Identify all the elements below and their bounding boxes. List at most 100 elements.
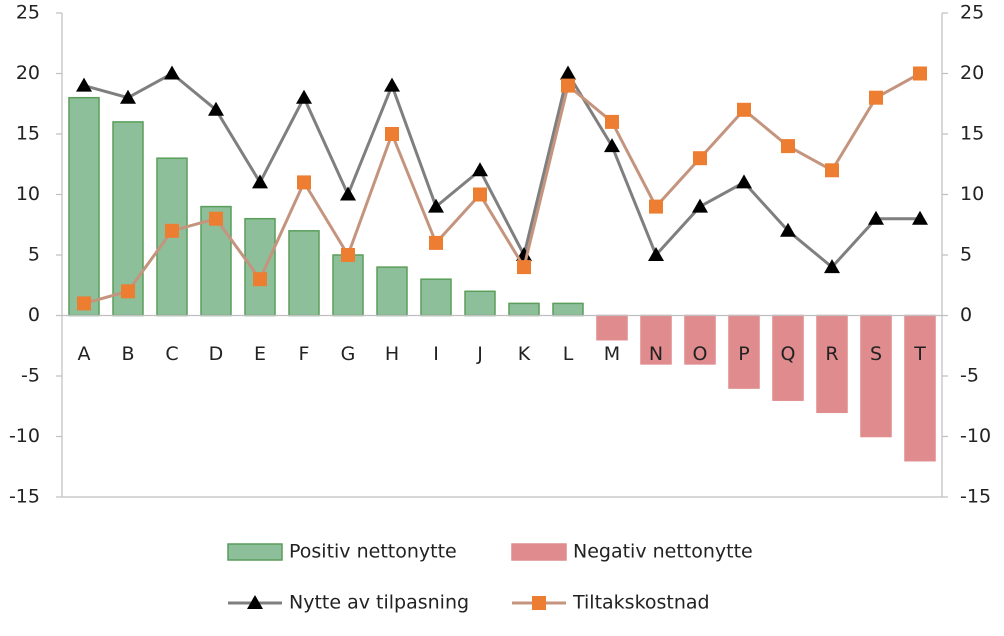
marker [736,174,752,189]
marker [561,78,575,93]
bar [508,302,540,317]
marker [120,89,136,104]
marker [868,210,884,225]
marker [737,102,751,117]
bar [464,290,496,317]
marker [253,272,267,287]
legend-label: Nytte av tilpasning [289,592,469,614]
marker [913,66,927,81]
x-tick-label: H [385,343,399,365]
y-tick-label: -5 [21,365,40,387]
marker [76,77,92,92]
marker [648,247,664,261]
marker [121,284,135,299]
y2-tick-label: 20 [960,62,984,84]
marker [340,186,356,201]
marker [649,199,663,214]
y2-tick-label: 25 [960,2,984,24]
y2-tick-label: 0 [960,304,972,326]
bar [376,266,408,317]
legend-label: Negativ nettonytte [573,541,753,563]
x-tick-label: J [476,343,483,365]
bar [112,121,144,317]
marker [869,90,883,105]
legend-label: Tiltakskostnad [572,592,710,614]
bar [288,230,320,317]
bar [68,96,100,317]
y-tick-label: 5 [28,244,40,266]
y-tick-label: 10 [16,183,40,205]
legend-marker [247,595,263,609]
marker [473,187,487,202]
marker [297,175,311,190]
y-tick-label: 0 [28,304,40,326]
y-tick-label: 20 [16,62,40,84]
x-tick-label: C [165,343,178,365]
y2-tick-label: 10 [960,183,984,205]
marker [252,174,268,189]
x-tick-label: B [121,343,134,365]
bar [860,314,892,438]
x-tick-label: P [738,343,749,365]
bar [420,278,452,317]
x-tick-label: K [518,343,531,365]
marker [517,260,531,275]
bar [684,314,716,365]
y-tick-label: -15 [9,486,40,508]
marker [296,89,312,104]
x-tick-label: O [693,343,708,365]
bar [552,302,584,317]
marker [692,198,708,213]
x-tick-label: Q [781,343,796,365]
marker [77,296,91,311]
marker [693,151,707,166]
line [83,72,921,305]
y-tick-label: 15 [16,123,40,145]
y2-tick-label: 5 [960,244,972,266]
marker [209,211,223,226]
marker [912,210,928,225]
marker [604,138,620,153]
y-tick-label: -10 [9,425,40,447]
marker [560,65,576,80]
x-tick-label: A [78,343,91,365]
marker [472,162,488,177]
legend-marker [532,596,546,610]
marker [824,259,840,274]
marker [384,77,400,92]
bar [640,314,672,365]
legend-label: Positiv nettonytte [289,541,457,563]
x-tick-label: L [563,343,574,365]
line [83,69,920,270]
y-tick-label: 25 [16,2,40,24]
x-tick-label: I [433,343,439,365]
bar [816,314,848,414]
x-tick-label: T [913,343,926,365]
marker [429,235,443,250]
marker [605,114,619,129]
legend-swatch [227,543,283,561]
legend-swatch [511,543,567,561]
y2-tick-label: -5 [960,365,979,387]
x-tick-label: D [209,343,224,365]
marker [385,127,399,141]
bar [332,254,364,317]
marker [341,248,355,262]
marker [781,139,795,154]
marker [165,223,179,238]
bar [904,314,936,462]
x-tick-label: M [604,343,620,365]
x-tick-label: N [649,343,663,365]
y2-tick-label: -10 [960,425,991,447]
bar [596,314,628,341]
marker [208,101,224,116]
marker [780,222,796,237]
x-tick-label: E [254,343,266,365]
y2-tick-label: 15 [960,123,984,145]
bar [728,314,760,389]
x-tick-label: F [299,343,310,365]
x-tick-label: R [825,343,838,365]
marker [825,163,839,178]
marker [516,247,532,261]
